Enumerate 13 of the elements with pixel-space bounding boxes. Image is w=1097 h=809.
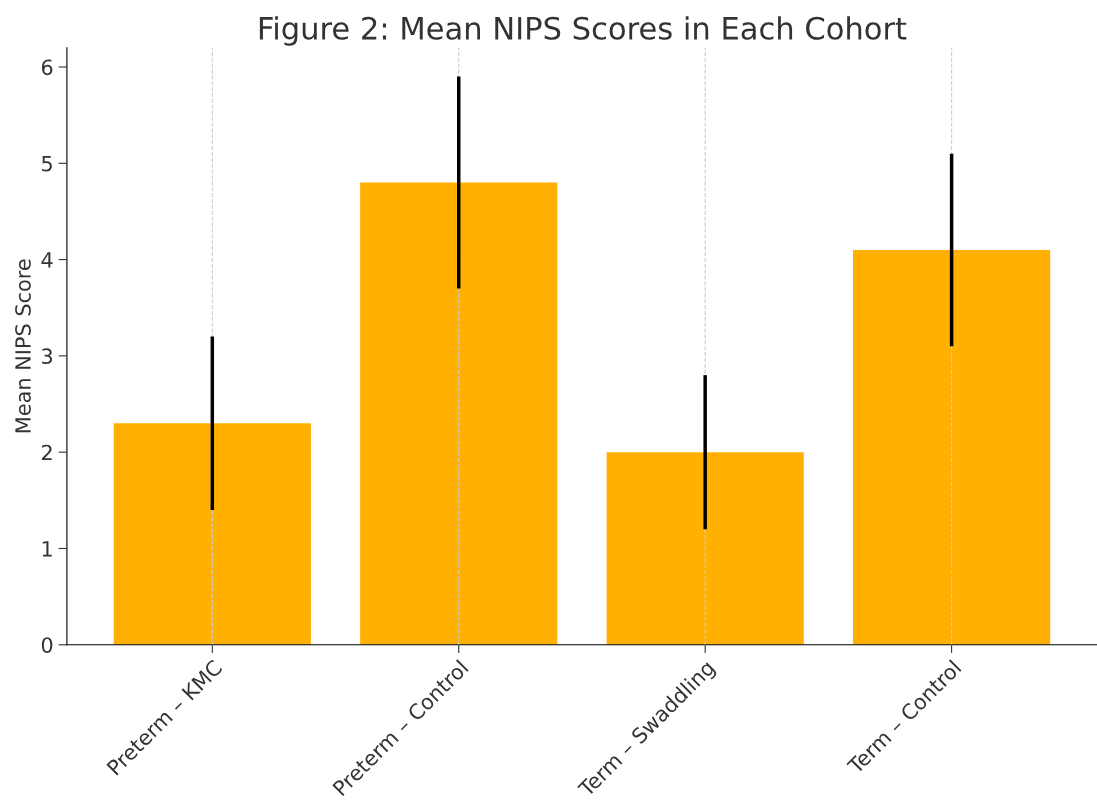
bar [113, 423, 311, 645]
y-tick-label: 2 [41, 444, 52, 461]
y-tick-label: 4 [41, 252, 53, 268]
y-axis-title: Mean NIPS Score [15, 259, 31, 433]
y-tick-label: 0 [41, 637, 53, 653]
y-tick-label: 5 [42, 156, 52, 172]
y-tick-label: 1 [42, 541, 52, 557]
chart-title: Figure 2: Mean NIPS Scores in Each Cohort [259, 16, 907, 46]
y-tick-label: 6 [41, 59, 53, 76]
y-tick-label: 3 [42, 348, 53, 365]
bar [853, 249, 1051, 645]
bar [360, 182, 558, 645]
bar [606, 452, 804, 645]
